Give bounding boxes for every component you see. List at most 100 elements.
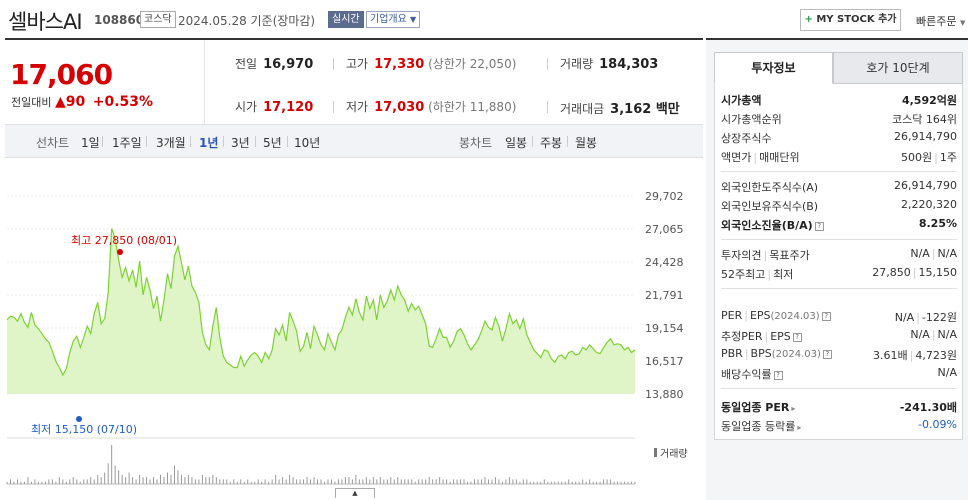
period-3m[interactable]: 3개월 [156,136,186,150]
row-label: 시가총액순위 [721,113,782,126]
chevron-down-icon: ▼ [959,19,966,27]
row-value: -241.30배 [899,401,957,414]
row-label: 최저 [773,268,794,281]
stat-label: 거래대금 [560,102,605,116]
row-value: 코스닥 164위 [892,113,957,126]
stat-label: 거래량 [560,57,594,71]
stat-label: 전일 [235,57,258,71]
row-est-per: 추정PER | EPS? N/A | N/A [721,328,957,343]
stock-header: 셀바스AI 108860 코스닥 2024.05.28 기준(장마감) 실시간 … [0,0,968,38]
row-value: N/A [937,328,957,341]
stat-amount: 거래대금 3,162 백만 [560,98,680,117]
tab-invest-info[interactable]: 투자정보 [714,52,833,84]
period-1d[interactable]: 1일 [81,136,100,150]
row-sector-per: 동일업종 PER ▸ -241.30배 [721,399,957,417]
row-foreign-limit: 외국인한도주식수(A) 26,914,790 [721,179,957,197]
divider [223,136,224,147]
plus-icon: + [804,14,813,25]
caret-right-icon[interactable]: ▸ [797,423,802,432]
price-chart-svg: 29,702 27,065 24,428 21,791 19,154 16,517 13,8… [5,190,687,500]
row-value: 4,723원 [915,349,957,362]
help-icon[interactable]: ? [792,333,802,342]
divider [567,136,568,147]
period-10y[interactable]: 10년 [294,136,321,150]
divider [532,136,533,147]
current-price: 17,060 [10,58,113,91]
tab-hoga[interactable]: 호가 10단계 [833,52,963,84]
row-value: N/A [894,311,915,324]
row-label: 52주최고 [721,268,766,281]
period-1w[interactable]: 1주일 [112,136,142,150]
low-label: 최저 15,150 (07/10) [31,423,137,436]
current-price-box: 17,060 전일대비 ▲90 +0.53% [5,40,205,124]
help-icon[interactable]: ? [814,222,824,231]
high-marker [117,249,123,255]
row-label: 목표주가 [769,249,810,262]
row-label: 시가총액 [721,94,762,107]
invest-info-panel: 투자정보 호가 10단계 시가총액 4,592억원 시가총액순위 코스닥 164위 … [706,38,968,500]
divider [190,136,191,147]
price-area [7,228,635,394]
collapse-button[interactable]: ▲ [335,488,375,498]
change-label: 전일대비 [11,96,52,109]
quick-order-button[interactable]: 빠른주문 ▼ [916,13,965,29]
info-tabs: 투자정보 호가 10단계 [714,52,963,84]
stat-label: 시가 [235,100,258,114]
price-chart: 29,702 27,065 24,428 21,791 19,154 16,517 13,8… [5,158,703,500]
row-value: 8.25% [918,217,957,230]
upper-limit: (상한가 22,050) [428,57,517,71]
row-label: 투자의견 [721,249,762,262]
row-label: 상장주식수 [721,132,772,145]
row-label: 동일업종 등락률 [721,420,796,433]
stat-label: 고가 [346,57,369,71]
caret-right-icon[interactable]: ▸ [791,404,796,413]
row-label: 동일업종 PER [721,401,790,414]
period-weekly[interactable]: 주봉 [540,136,563,150]
row-label: 외국인보유주식수(B) [721,200,819,213]
y-tick-label: 16,517 [645,355,684,368]
chevron-down-icon: ▼ [410,15,417,24]
change-rate: +0.53% [92,94,154,110]
row-foreign-holding: 외국인보유주식수(B) 2,220,320 [721,198,957,216]
row-label: 매매단위 [759,151,800,164]
row-market-cap-rank: 시가총액순위 코스닥 164위 [721,111,957,129]
help-icon[interactable]: ? [822,350,832,359]
help-icon[interactable]: ? [821,312,831,321]
row-listed-shares: 상장주식수 26,914,790 [721,130,957,148]
divider [146,136,147,147]
y-tick-label: 21,791 [645,289,684,302]
period-5y[interactable]: 5년 [263,136,282,150]
y-tick-label: 27,065 [645,223,684,236]
base-date: 2024.05.28 기준(장마감) [178,14,316,28]
stat-prev: 전일 16,970 [235,55,313,72]
candle-chart-title: 봉차트 [459,136,493,150]
stat-value: 16,970 [263,57,314,72]
company-info-label: 기업개요 [370,14,407,25]
row-label: 배당수익률 [721,368,772,381]
add-mystock-button[interactable]: + MY STOCK 추가 [800,9,901,31]
period-monthly[interactable]: 월봉 [575,136,598,150]
stat-high: 고가 17,330 (상한가 22,050) [346,55,516,72]
stat-volume: 거래량 184,303 [560,55,658,72]
divider [721,171,957,172]
divider [287,136,288,147]
company-info-dropdown[interactable]: 기업개요 ▼ [366,11,421,28]
row-value: 4,592억원 [901,94,957,107]
realtime-button[interactable]: 실시간 [328,11,364,28]
invest-info-table: 시가총액 4,592억원 시가총액순위 코스닥 164위 상장주식수 26,914,7… [714,84,963,440]
row-label: PER [721,309,743,322]
period-3y[interactable]: 3년 [231,136,250,150]
stock-name: 셀바스AI [8,10,83,34]
row-label: EPS [770,330,791,343]
help-icon[interactable]: ? [773,371,783,380]
divider [333,101,334,113]
row-sector-rate: 동일업종 등락률 ▸ -0.09% [721,418,957,436]
change-amount: 90 [65,94,86,110]
period-1y[interactable]: 1년 [199,136,219,150]
low-marker [76,416,82,422]
divider [721,388,957,389]
period-daily[interactable]: 일봉 [505,136,528,150]
stat-label: 저가 [346,100,369,114]
stat-low: 저가 17,030 (하한가 11,880) [346,98,516,115]
row-value: -122원 [921,311,957,324]
